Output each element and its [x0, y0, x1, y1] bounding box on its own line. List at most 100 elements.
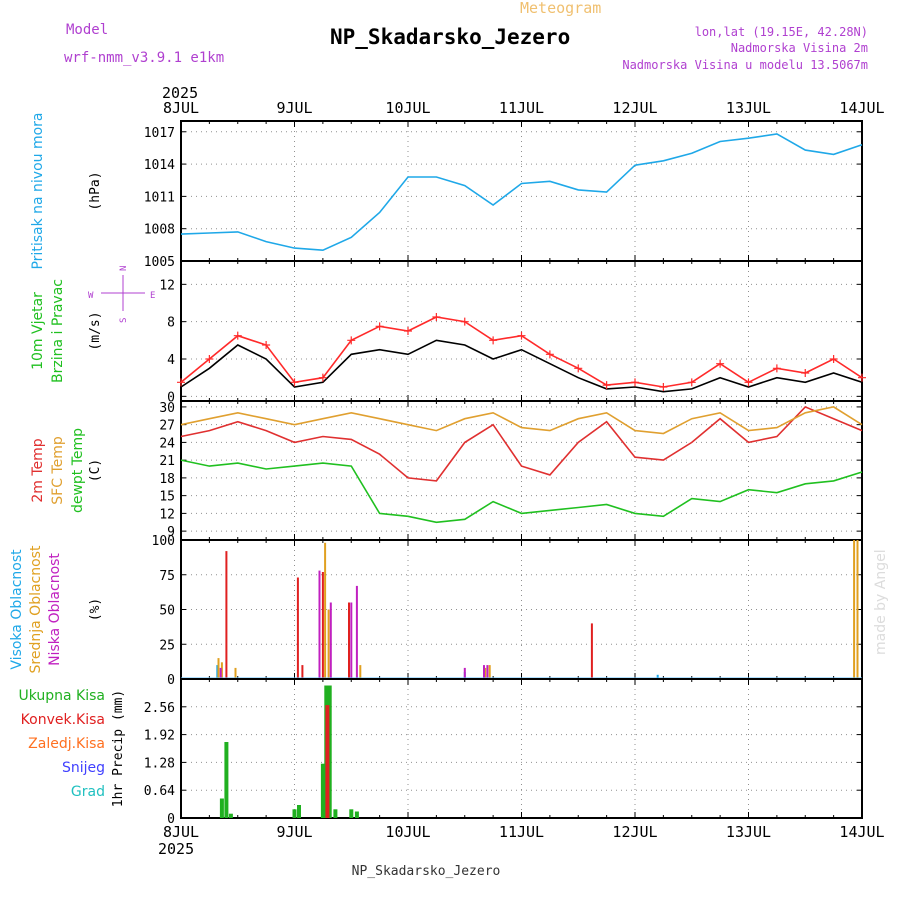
- y-tick-label: 8: [167, 316, 175, 331]
- data-bar: [348, 602, 350, 679]
- x-tick-label-bottom: 13JUL: [726, 823, 771, 841]
- precip-legend-label: Grad: [71, 784, 105, 800]
- data-bar: [228, 813, 233, 818]
- data-bar: [359, 665, 362, 679]
- y-axis-unit: (hPa): [88, 171, 103, 210]
- y-tick-label: 0: [167, 673, 175, 688]
- y-tick-label: 24: [159, 436, 175, 451]
- gust-marker: [744, 378, 753, 387]
- y-tick-label: 15: [159, 490, 175, 505]
- y-tick-label: 1.28: [144, 756, 175, 771]
- data-bar: [349, 809, 354, 818]
- y-axis-side-label: 2m Temp: [30, 438, 46, 502]
- compass-s: S: [119, 318, 129, 323]
- data-bar: [225, 551, 228, 679]
- compass-w: W: [88, 291, 94, 301]
- model-elevation-label: Nadmorska Visina u modelu 13.5067m: [622, 58, 868, 72]
- x-tick-label-top: 8JUL: [163, 99, 199, 117]
- gust-marker: [602, 381, 611, 390]
- data-bar: [333, 809, 338, 818]
- data-bar: [216, 665, 219, 679]
- gust-marker: [687, 378, 696, 387]
- y-tick-label: 75: [159, 569, 175, 584]
- year-top: 2025: [162, 84, 198, 102]
- elevation-label: Nadmorska Visina 2m: [731, 41, 868, 55]
- y-tick-label: 1014: [144, 158, 175, 173]
- y-tick-label: 12: [159, 507, 175, 522]
- data-bar: [321, 572, 324, 679]
- data-bar: [350, 602, 353, 679]
- data-bar: [320, 763, 325, 818]
- data-bar: [853, 540, 856, 679]
- data-bar: [329, 602, 332, 679]
- gust-marker: [233, 331, 242, 340]
- gust-marker: [290, 378, 299, 387]
- gust-marker: [659, 383, 668, 391]
- precip-legend-label: Zaledj.Kisa: [28, 736, 105, 752]
- y-axis-unit: (m/s): [88, 311, 103, 350]
- y-axis-side-label: SFC Temp: [50, 436, 66, 505]
- data-bar: [354, 811, 359, 818]
- precip-legend-label: Konvek.Kisa: [21, 712, 105, 728]
- data-bar: [324, 542, 327, 679]
- y-axis-side-label: Pritisak na nivou mora: [30, 112, 46, 269]
- y-tick-label: 25: [159, 638, 175, 653]
- gust-marker: [205, 355, 214, 363]
- y-axis-unit: (C): [88, 459, 103, 482]
- data-bar: [486, 665, 489, 679]
- gust-marker: [262, 341, 271, 349]
- x-tick-label-top: 12JUL: [612, 99, 657, 117]
- data-bar: [296, 577, 299, 679]
- y-axis-unit: (%): [88, 598, 103, 621]
- y-tick-label: 30: [159, 401, 175, 416]
- y-axis-side-label: Brzina i Pravac: [50, 279, 66, 383]
- x-tick-label-bottom: 14JUL: [839, 823, 884, 841]
- data-bar: [355, 585, 358, 679]
- gust-marker: [489, 336, 498, 345]
- data-bar: [318, 570, 321, 679]
- y-tick-label: 100: [152, 534, 175, 549]
- y-axis-side-label: 10m Vjetar: [30, 292, 46, 370]
- data-bar: [325, 705, 330, 818]
- lonlat-label: lon,lat (19.15E, 42.28N): [695, 25, 868, 39]
- x-tick-label-top: 10JUL: [385, 99, 430, 117]
- data-bar: [463, 667, 466, 679]
- data-bar: [224, 742, 229, 818]
- gust-marker: [801, 369, 810, 377]
- model-label: Model: [66, 22, 108, 38]
- gust-marker: [772, 364, 781, 373]
- data-bar: [219, 798, 224, 818]
- y-tick-label: 9: [167, 525, 175, 540]
- y-tick-label: 50: [159, 604, 175, 619]
- gust-marker: [318, 373, 327, 382]
- data-bar: [220, 662, 223, 679]
- meteogram-label: Meteogram: [520, 0, 601, 17]
- y-axis-side-label: Niska Oblacnost: [47, 553, 63, 666]
- y-axis-side-label: dewpt Temp: [70, 428, 86, 513]
- compass-cross: [101, 275, 145, 311]
- y-axis-side-label: Srednja Oblacnost: [28, 545, 44, 673]
- data-bar: [219, 667, 222, 679]
- x-tick-label-top: 9JUL: [276, 99, 312, 117]
- data-bar: [483, 665, 485, 679]
- y-tick-label: 1005: [144, 255, 175, 270]
- data-bar: [856, 540, 859, 679]
- gust-marker: [829, 355, 838, 363]
- gust-marker: [858, 373, 866, 382]
- y-tick-label: 4: [167, 353, 175, 368]
- x-tick-label-bottom: 11JUL: [499, 823, 544, 841]
- precip-legend-label: Ukupna Kisa: [18, 688, 105, 704]
- gust-marker: [347, 336, 356, 345]
- data-bar: [656, 674, 659, 679]
- gust-marker: [631, 378, 639, 387]
- year-bottom: 2025: [158, 840, 194, 858]
- gust-marker: [404, 327, 412, 335]
- station-title: NP_Skadarsko_Jezero: [330, 25, 570, 49]
- series-line: [180, 133, 863, 252]
- gust-marker: [517, 331, 526, 340]
- y-tick-label: 0: [167, 390, 175, 405]
- x-tick-label-top: 11JUL: [499, 99, 544, 117]
- precip-legend-label: Snijeg: [62, 760, 105, 776]
